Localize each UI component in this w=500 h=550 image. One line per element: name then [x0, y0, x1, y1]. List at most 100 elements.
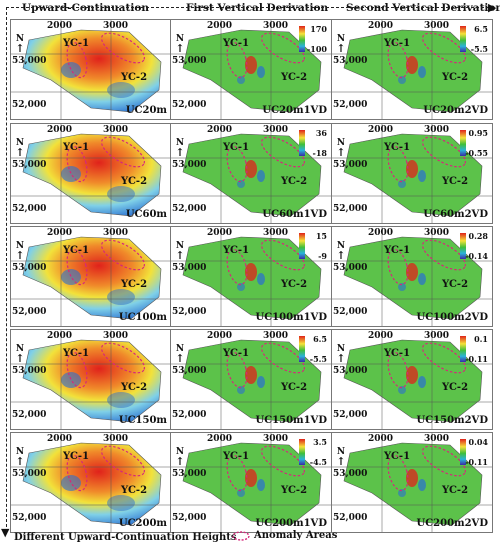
- color-scale-min: -4.5: [309, 457, 327, 467]
- panel-label: UC100m1VD: [255, 312, 327, 323]
- coord-53000: 53,000: [12, 366, 47, 376]
- panel-label: UC60m: [125, 209, 167, 220]
- color-scale-min: -0.11: [465, 457, 488, 467]
- north-arrow-icon: N ↑: [175, 344, 185, 365]
- color-scale-max: 3.5: [313, 437, 327, 447]
- survey-map: [11, 124, 171, 223]
- map-panel-uc-row4: N ↑ 2000 3000 53,000 52,000 YC-1 YC-2 UC150m: [10, 329, 172, 430]
- coord-2000: 2000: [207, 331, 233, 341]
- color-scale-bar: [460, 26, 466, 52]
- coord-2000: 2000: [368, 125, 394, 135]
- anomaly-label-yc2: YC-2: [121, 279, 148, 290]
- color-scale-min: -0.55: [465, 148, 488, 158]
- anomaly-label-yc2: YC-2: [281, 485, 308, 496]
- color-scale-bar: [299, 336, 305, 362]
- coord-2000: 2000: [47, 434, 73, 444]
- panel-label: UC100m2VD: [416, 312, 488, 323]
- map-panel-uc-row1: N ↑ 2000 3000 53,000 52,000 YC-1 YC-2 UC20m: [10, 19, 172, 120]
- anomaly-label-yc2: YC-2: [281, 176, 308, 187]
- coord-3000: 3000: [103, 125, 129, 135]
- color-scale-max: 36: [315, 128, 327, 138]
- coord-3000: 3000: [424, 21, 450, 31]
- panel-label: UC20m1VD: [262, 105, 327, 116]
- color-scale-min: -100: [306, 44, 327, 54]
- map-panel-1vd-row1: N ↑ 2000 3000 53,000 52,000 YC-1 YC-2 UC20m1VD 17…: [170, 19, 332, 120]
- coord-3000: 3000: [103, 21, 129, 31]
- coord-2000: 2000: [207, 21, 233, 31]
- anomaly-label-yc2: YC-2: [281, 279, 308, 290]
- anomaly-label-yc2: YC-2: [442, 279, 469, 290]
- coord-3000: 3000: [263, 331, 289, 341]
- panel-label: UC150m: [118, 415, 167, 426]
- coord-53000: 53,000: [333, 263, 368, 273]
- north-arrow-icon: N ↑: [175, 241, 185, 262]
- map-panel-1vd-row3: N ↑ 2000 3000 53,000 52,000 YC-1 YC-2 UC100m1VD 1…: [170, 226, 332, 327]
- survey-map: [332, 124, 492, 223]
- anomaly-label-yc2: YC-2: [442, 382, 469, 393]
- coord-2000: 2000: [47, 331, 73, 341]
- coord-53000: 53,000: [172, 366, 207, 376]
- north-arrow-icon: N ↑: [175, 447, 185, 468]
- survey-map: [332, 227, 492, 326]
- map-panel-1vd-row2: N ↑ 2000 3000 53,000 52,000 YC-1 YC-2 UC60m1VD 36…: [170, 123, 332, 224]
- coord-2000: 2000: [368, 228, 394, 238]
- color-scale-min: -5.5: [470, 44, 488, 54]
- coord-3000: 3000: [424, 228, 450, 238]
- map-panel-2vd-row2: N ↑ 2000 3000 53,000 52,000 YC-1 YC-2 UC60m2VD 0.…: [331, 123, 493, 224]
- panel-label: UC20m2VD: [423, 105, 488, 116]
- header-upward-continuation: Upward-Continuation: [22, 2, 149, 14]
- color-scale-max: 0.1: [474, 334, 488, 344]
- coord-53000: 53,000: [172, 160, 207, 170]
- anomaly-label-yc1: YC-1: [384, 142, 411, 153]
- coord-52000: 52,000: [12, 307, 47, 317]
- coord-53000: 53,000: [333, 160, 368, 170]
- anomaly-label-yc2: YC-2: [442, 485, 469, 496]
- north-arrow-icon: N ↑: [15, 241, 25, 262]
- survey-map: [11, 433, 171, 532]
- color-scale-bar: [460, 439, 466, 465]
- height-direction-line: [6, 7, 7, 532]
- coord-53000: 53,000: [172, 263, 207, 273]
- color-scale-max: 0.04: [468, 437, 488, 447]
- north-arrow-icon: N ↑: [336, 447, 346, 468]
- map-panel-1vd-row5: N ↑ 2000 3000 53,000 52,000 YC-1 YC-2 UC200m1VD 3…: [170, 432, 332, 533]
- coord-3000: 3000: [103, 434, 129, 444]
- coord-2000: 2000: [368, 331, 394, 341]
- coord-3000: 3000: [263, 21, 289, 31]
- map-panel-2vd-row4: N ↑ 2000 3000 53,000 52,000 YC-1 YC-2 UC150m2VD 0…: [331, 329, 493, 430]
- north-arrow-icon: N ↑: [336, 34, 346, 55]
- anomaly-label-yc2: YC-2: [442, 176, 469, 187]
- continuation-direction-line: [6, 7, 494, 8]
- anomaly-label-yc1: YC-1: [63, 38, 90, 49]
- coord-52000: 52,000: [333, 410, 368, 420]
- coord-52000: 52,000: [333, 307, 368, 317]
- arrow-down-icon: ▼: [1, 526, 10, 539]
- panel-label: UC100m: [118, 312, 167, 323]
- survey-map: [332, 433, 492, 532]
- anomaly-label-yc1: YC-1: [384, 451, 411, 462]
- north-arrow-icon: N ↑: [15, 34, 25, 55]
- anomaly-label-yc1: YC-1: [63, 348, 90, 359]
- coord-2000: 2000: [47, 125, 73, 135]
- coord-52000: 52,000: [12, 204, 47, 214]
- coord-2000: 2000: [47, 228, 73, 238]
- coord-2000: 2000: [207, 434, 233, 444]
- arrow-right-icon: ▶: [488, 1, 497, 14]
- color-scale-min: -5.5: [309, 354, 327, 364]
- coord-2000: 2000: [207, 228, 233, 238]
- survey-map: [171, 433, 331, 532]
- header-first-vertical-derivation: First Vertical Derivation: [186, 2, 329, 14]
- coord-52000: 52,000: [172, 307, 207, 317]
- color-scale-bar: [299, 233, 305, 259]
- map-panel-1vd-row4: N ↑ 2000 3000 53,000 52,000 YC-1 YC-2 UC150m1VD 6…: [170, 329, 332, 430]
- anomaly-label-yc1: YC-1: [223, 451, 250, 462]
- color-scale-bar: [460, 336, 466, 362]
- survey-map: [171, 124, 331, 223]
- color-scale-max: 0.95: [468, 128, 488, 138]
- coord-53000: 53,000: [172, 469, 207, 479]
- coord-52000: 52,000: [172, 410, 207, 420]
- north-arrow-icon: N ↑: [175, 138, 185, 159]
- coord-52000: 52,000: [172, 513, 207, 523]
- anomaly-label-yc2: YC-2: [121, 176, 148, 187]
- coord-3000: 3000: [103, 331, 129, 341]
